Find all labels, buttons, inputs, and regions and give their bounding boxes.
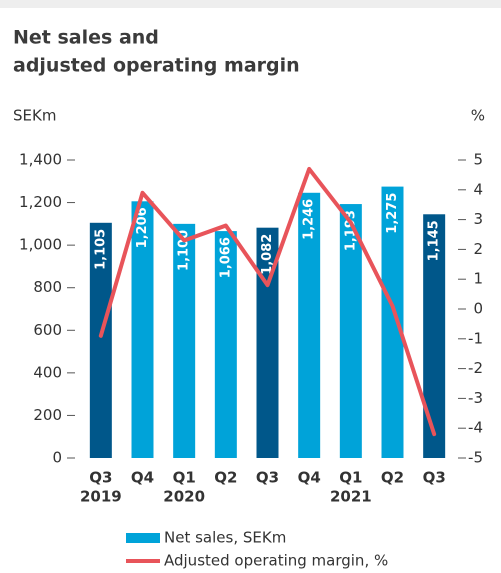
bar-value-label: 1,275 (385, 193, 400, 234)
bar-value-label: 1,105 (93, 229, 108, 270)
x-year-label: 2021 (330, 488, 372, 506)
x-tick-label: Q4 (298, 469, 321, 487)
y2-tick-label: -5 (468, 449, 483, 467)
bar (131, 201, 154, 458)
bar-value-label: 1,082 (260, 234, 275, 275)
bar (339, 204, 362, 458)
x-tick-label: Q3 (423, 469, 446, 487)
x-tick-label: Q1 (339, 469, 362, 487)
y2-tick-label: 4 (473, 180, 483, 198)
y2-tick-label: 5 (473, 151, 483, 169)
y-tick-label: 800 (33, 278, 62, 296)
bar (89, 222, 112, 458)
y2-tick-label: 0 (473, 300, 483, 318)
x-tick-label: Q4 (131, 469, 154, 487)
x-tick-label: Q3 (89, 469, 112, 487)
bar (256, 227, 279, 458)
x-tick-label: Q3 (256, 469, 279, 487)
y2-tick-label: -4 (468, 419, 483, 437)
legend-label: Adjusted operating margin, % (164, 552, 388, 570)
bar-value-label: 1,145 (427, 220, 442, 261)
bar-value-label: 1,066 (218, 237, 233, 278)
y2-tick-label: 3 (473, 210, 483, 228)
x-year-label: 2020 (163, 488, 205, 506)
y-tick-label: 1,200 (19, 193, 62, 211)
top-strip (0, 0, 501, 8)
y-axis-label: SEKm (13, 107, 56, 125)
x-tick-label: Q1 (173, 469, 196, 487)
bar (298, 192, 321, 458)
legend-label: Net sales, SEKm (164, 529, 286, 547)
y-tick-label: 200 (33, 406, 62, 424)
y-tick-label: 400 (33, 363, 62, 381)
bar (423, 214, 446, 458)
y2-tick-label: -3 (468, 389, 483, 407)
x-tick-label: Q2 (214, 469, 237, 487)
y-tick-label: 600 (33, 321, 62, 339)
bar-value-label: 1,246 (302, 199, 317, 240)
bar-value-label: 1,206 (135, 207, 150, 248)
y-tick-label: 1,400 (19, 151, 62, 169)
chart-title: Net sales and (13, 27, 159, 49)
x-year-label: 2019 (80, 488, 122, 506)
bar (214, 231, 237, 458)
x-tick-label: Q2 (381, 469, 404, 487)
bar (173, 223, 196, 458)
chart-title: adjusted operating margin (13, 55, 300, 77)
line (98, 166, 437, 437)
bar (381, 186, 404, 458)
y2-tick-label: 2 (473, 240, 483, 258)
y2-tick-label: 1 (473, 270, 483, 288)
y-tick-label: 0 (52, 449, 62, 467)
y2-axis-label: % (471, 107, 485, 125)
y-tick-label: 1,000 (19, 236, 62, 254)
legend-swatch (126, 533, 160, 543)
y2-tick-label: -2 (468, 359, 483, 377)
y2-tick-label: -1 (468, 329, 483, 347)
